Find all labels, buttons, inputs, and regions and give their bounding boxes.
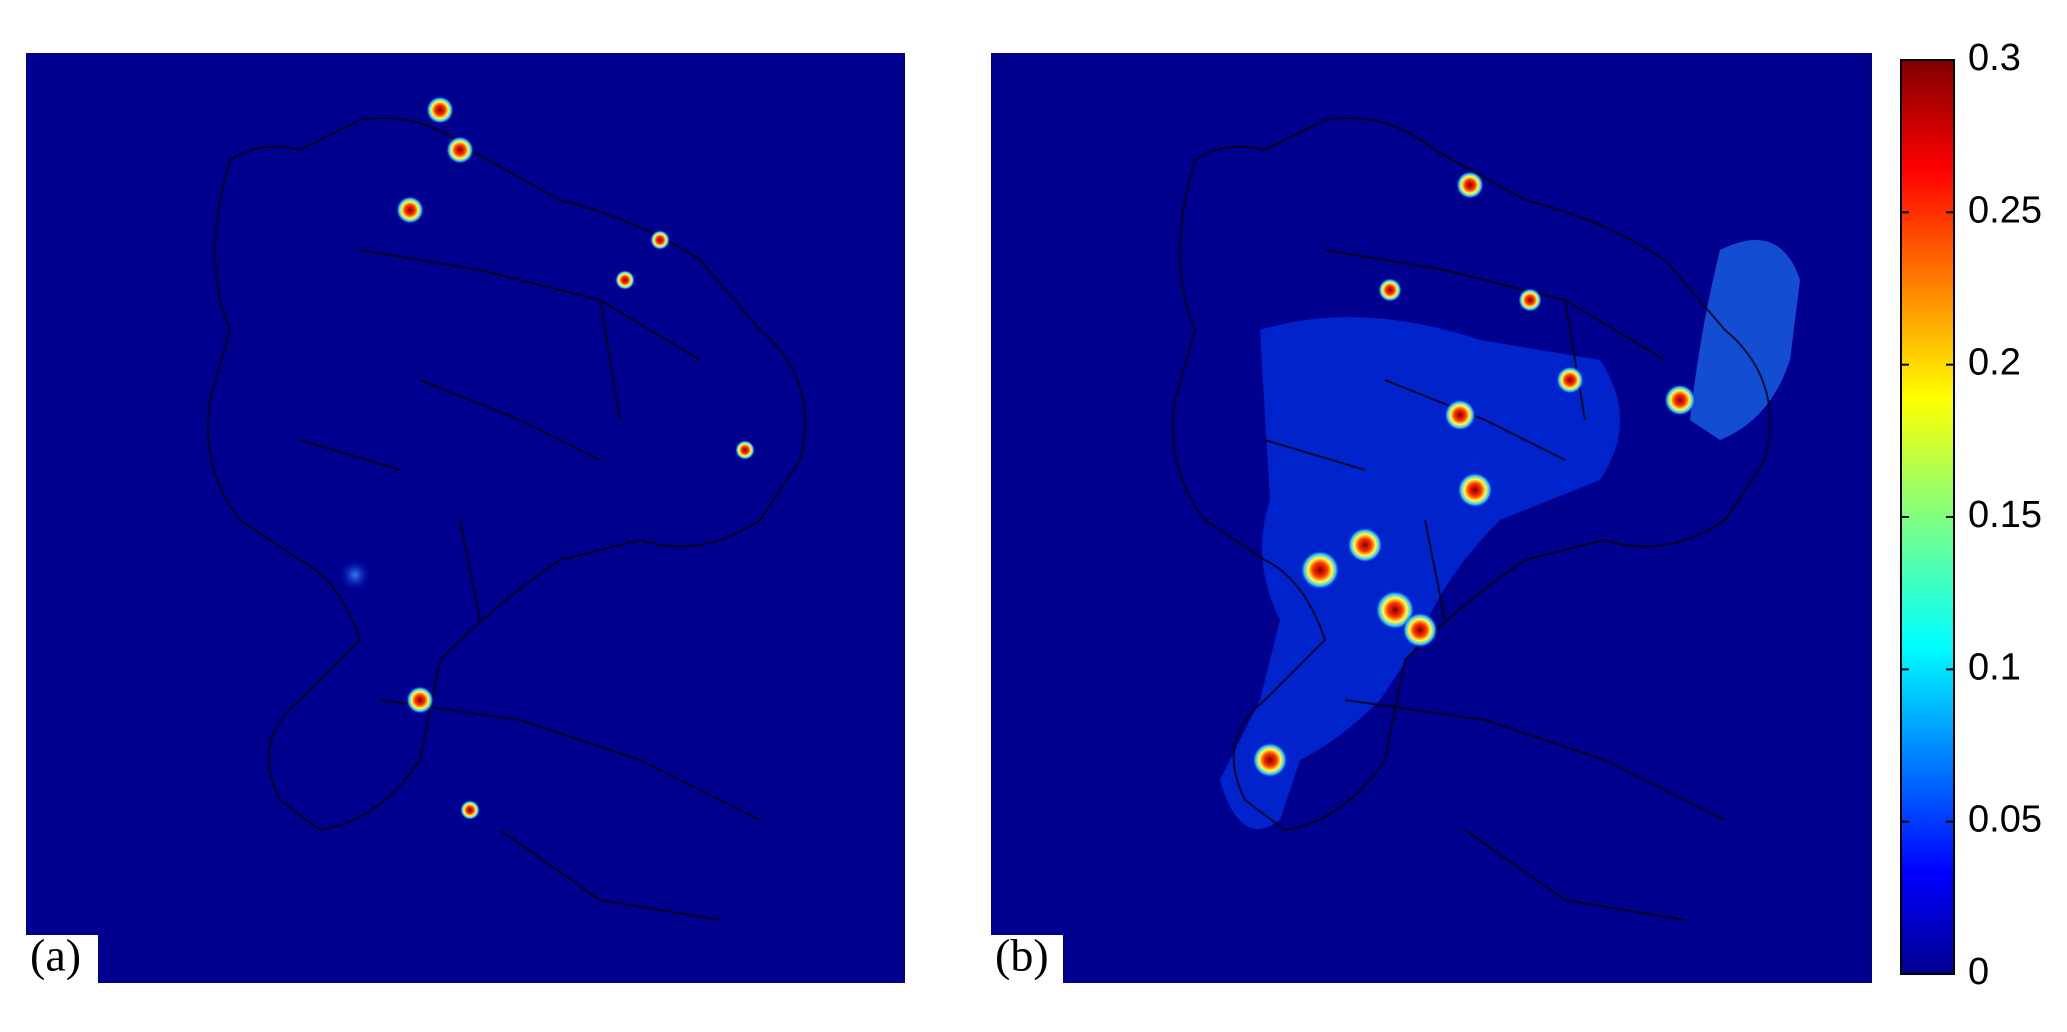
panel-label: (a) (30, 930, 81, 981)
hotspot (460, 800, 480, 820)
country-border (299, 249, 761, 921)
label-box (26, 935, 98, 983)
hotspot (1444, 399, 1476, 431)
hotspot (1556, 366, 1584, 394)
colorbar: 0 0.05 0.1 0.15 0.2 0.25 0.3 (1900, 37, 2042, 993)
hotspot (1300, 550, 1340, 590)
country-border (1264, 249, 1726, 921)
map-panel-a: (a) (26, 53, 905, 983)
colorbar-tick-label: 0.2 (1968, 342, 2021, 384)
hotspot (1375, 590, 1415, 630)
coastline (207, 117, 806, 832)
hotspot (1252, 742, 1288, 778)
hotspot (396, 196, 424, 224)
glow (339, 559, 371, 591)
hotspot (446, 136, 474, 164)
colorbar-tick-label: 0.05 (1968, 799, 2042, 841)
hotspot (1457, 472, 1493, 508)
hotspot (1456, 171, 1484, 199)
colorbar-tick-label: 0.15 (1968, 494, 2042, 536)
hotspot (1664, 384, 1696, 416)
colorbar-tick-label: 0.1 (1968, 646, 2021, 688)
panel-label: (b) (995, 930, 1049, 981)
hotspot (615, 270, 635, 290)
hotspot (1402, 612, 1438, 648)
hotspot (650, 230, 670, 250)
coastline (1172, 117, 1771, 832)
map-background (26, 53, 905, 983)
colorbar-gradient (1900, 59, 1955, 975)
emission-area (1690, 240, 1800, 440)
label-box (991, 935, 1063, 983)
hotspot (426, 96, 454, 124)
emission-area (1220, 317, 1620, 829)
map-panel-b: (b) (991, 53, 1872, 983)
hotspot (735, 440, 755, 460)
hotspot (1347, 527, 1383, 563)
colorbar-tick-label: 0 (1968, 951, 1989, 993)
colorbar-tick-label: 0.3 (1968, 37, 2021, 79)
hotspot (406, 686, 434, 714)
hotspot (1518, 288, 1542, 312)
hotspot (1378, 278, 1402, 302)
colorbar-tick-label: 0.25 (1968, 189, 2042, 231)
